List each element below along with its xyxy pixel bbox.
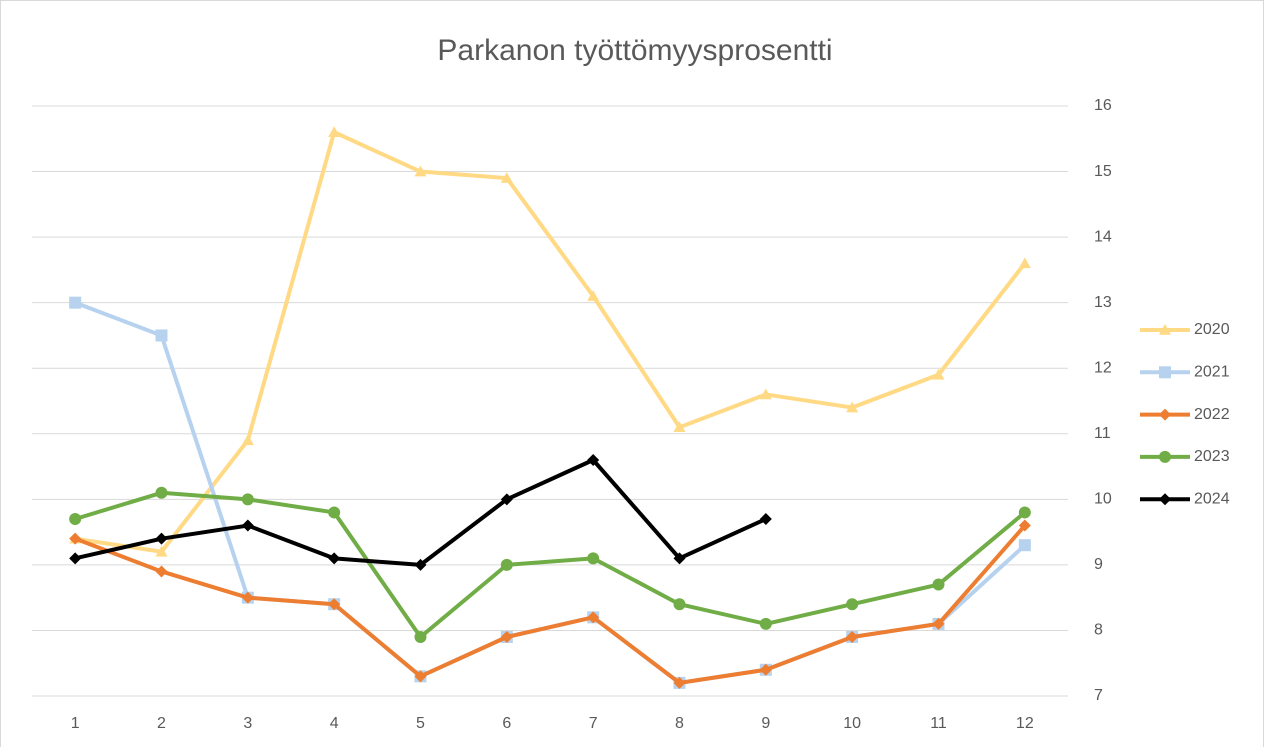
point — [328, 126, 341, 138]
point — [1159, 366, 1171, 379]
point — [69, 296, 82, 309]
point — [500, 558, 513, 571]
point — [673, 421, 686, 433]
series-line — [74, 524, 1027, 685]
point — [673, 552, 686, 565]
point — [414, 165, 427, 177]
point — [328, 506, 341, 519]
point — [155, 565, 168, 578]
x-tick-label: 7 — [589, 715, 598, 732]
point — [846, 401, 859, 413]
x-tick-label: 12 — [1016, 715, 1034, 732]
y-tick-label: 7 — [1094, 687, 1103, 704]
point — [587, 552, 600, 565]
point — [500, 172, 513, 183]
point — [587, 611, 600, 624]
point — [1018, 519, 1031, 532]
point — [1159, 408, 1171, 421]
point — [587, 454, 600, 466]
y-tick-label: 14 — [1094, 228, 1112, 245]
point — [500, 631, 513, 643]
point — [587, 290, 600, 301]
point — [846, 631, 859, 643]
point — [759, 617, 772, 630]
legend-label: 2023 — [1194, 448, 1230, 465]
y-tick-label: 11 — [1094, 425, 1111, 442]
chart-title: Parkanon työttömyysprosentti — [437, 34, 832, 67]
point — [846, 598, 859, 611]
point — [241, 519, 254, 532]
point — [673, 676, 686, 689]
y-tick-label: 12 — [1094, 359, 1112, 376]
point — [155, 532, 168, 545]
point — [759, 513, 772, 525]
point — [414, 631, 427, 643]
point — [1018, 257, 1031, 269]
point — [932, 617, 945, 630]
x-tick-label: 1 — [71, 715, 80, 732]
point — [500, 493, 513, 506]
x-tick-label: 6 — [502, 715, 511, 732]
point — [69, 532, 82, 545]
series-line — [74, 130, 1027, 554]
point — [241, 591, 254, 604]
point — [155, 329, 168, 342]
point — [932, 368, 945, 380]
x-tick-label: 2 — [157, 715, 166, 732]
y-tick-label: 15 — [1094, 163, 1112, 180]
point — [328, 552, 341, 565]
point — [328, 598, 341, 611]
x-tick-label: 9 — [761, 715, 770, 732]
point — [1159, 324, 1171, 335]
y-tick-label: 8 — [1094, 622, 1103, 639]
legend-label: 2022 — [1194, 406, 1230, 423]
point — [932, 578, 945, 591]
legend-label: 2021 — [1194, 364, 1230, 381]
point — [69, 552, 82, 565]
legend-label: 2020 — [1194, 321, 1230, 338]
y-tick-label: 9 — [1094, 556, 1103, 573]
point — [1018, 506, 1031, 519]
x-tick-label: 8 — [675, 715, 684, 732]
point — [414, 670, 427, 683]
x-tick-label: 4 — [330, 715, 339, 732]
x-tick-label: 5 — [416, 715, 425, 732]
legend-label: 2024 — [1194, 490, 1230, 507]
x-tick-label: 11 — [930, 715, 947, 732]
x-tick-label: 3 — [243, 715, 252, 732]
point — [241, 434, 254, 446]
point — [69, 513, 82, 525]
point — [414, 558, 427, 571]
point — [1018, 539, 1031, 552]
point — [155, 545, 168, 557]
point — [673, 598, 686, 611]
point — [155, 486, 168, 499]
point — [1159, 450, 1171, 463]
y-tick-label: 16 — [1094, 97, 1112, 114]
point — [1159, 493, 1171, 506]
series-line — [74, 490, 1027, 639]
point — [759, 388, 772, 400]
point — [241, 493, 254, 506]
x-tick-label: 10 — [843, 715, 861, 732]
point — [759, 663, 772, 676]
y-tick-label: 13 — [1094, 294, 1112, 311]
y-tick-label: 10 — [1094, 491, 1112, 508]
